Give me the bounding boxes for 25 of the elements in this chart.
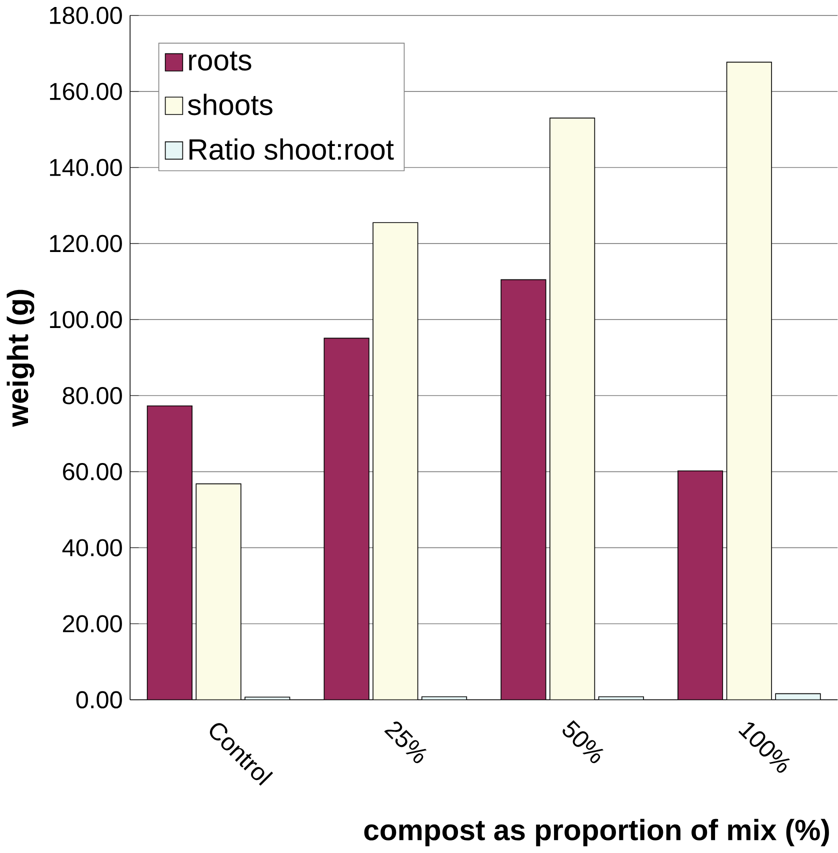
x-axis-title: compost as proportion of mix (%): [364, 818, 829, 846]
y-tick-label: 20.00: [62, 615, 122, 632]
y-tick-label: 120.00: [50, 234, 122, 252]
bar: [147, 406, 192, 700]
bar: [373, 222, 418, 700]
y-tick-label: 140.00: [50, 158, 122, 176]
y-tick-label: 0.00: [76, 691, 122, 708]
y-tick-label: 160.00: [50, 82, 122, 100]
legend-label: Ratio shoot:root: [190, 138, 394, 160]
bar: [726, 62, 772, 700]
bar: [196, 484, 241, 700]
bar: [244, 696, 290, 700]
legend-label: roots: [189, 51, 252, 71]
bar: [678, 470, 724, 700]
y-axis-title: weight (g): [6, 290, 34, 427]
y-tick-label: 180.00: [50, 6, 122, 24]
y-tick-label: 40.00: [62, 539, 122, 556]
bar: [501, 280, 546, 700]
bar: [550, 118, 595, 700]
y-tick-label: 60.00: [63, 463, 122, 480]
y-tick-label: 80.00: [62, 386, 122, 404]
y-tick-label: 100.00: [50, 310, 122, 328]
bar: [324, 338, 369, 700]
bar: [775, 693, 821, 700]
legend-label: shoots: [188, 94, 272, 116]
